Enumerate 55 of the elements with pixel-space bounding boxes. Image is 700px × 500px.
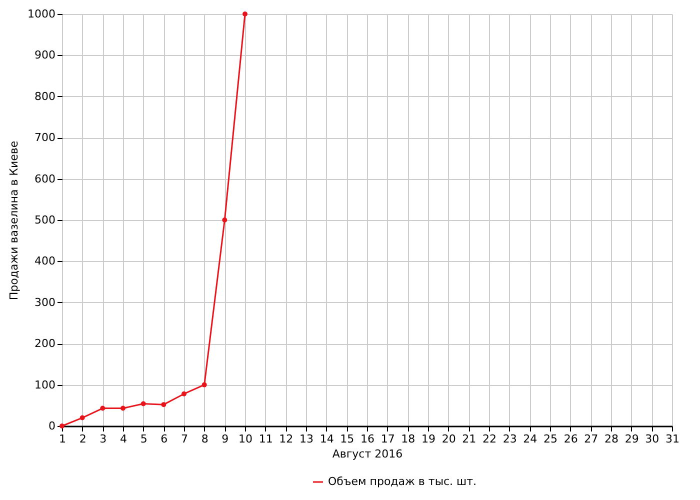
x-tick-label: 8 bbox=[201, 432, 208, 446]
y-tick-label: 800 bbox=[34, 90, 56, 103]
point bbox=[120, 406, 126, 411]
y-tick-label: 700 bbox=[34, 131, 56, 144]
x-tick-label: 3 bbox=[100, 432, 107, 446]
y-tick-label: 200 bbox=[34, 337, 56, 350]
x-tick-label: 28 bbox=[604, 432, 618, 446]
x-tick-label: 1 bbox=[59, 432, 66, 446]
x-tick-label: 30 bbox=[645, 432, 660, 446]
y-tick-label: 1000 bbox=[28, 8, 56, 20]
x-tick-label: 21 bbox=[462, 432, 476, 446]
x-tick-label: 2 bbox=[79, 432, 86, 446]
x-tick-label: 7 bbox=[181, 432, 188, 446]
x-tick-label: 18 bbox=[401, 432, 416, 446]
x-tick-label: 27 bbox=[584, 432, 598, 446]
x-tick-label: 6 bbox=[160, 432, 168, 446]
x-tick-label: 20 bbox=[442, 432, 456, 446]
x-tick-label: 24 bbox=[523, 432, 538, 446]
point bbox=[182, 391, 186, 396]
point bbox=[161, 402, 166, 408]
point bbox=[222, 218, 228, 222]
point bbox=[202, 382, 207, 388]
point bbox=[140, 401, 146, 406]
y-tick-label: 300 bbox=[34, 296, 56, 309]
x-axis-title: Август 2016 bbox=[332, 448, 403, 460]
x-tick-label: 26 bbox=[564, 432, 578, 446]
point bbox=[60, 424, 64, 428]
y-tick-label: 400 bbox=[34, 254, 56, 268]
x-tick-label: 12 bbox=[279, 432, 294, 446]
y-tick-label: 600 bbox=[34, 172, 56, 186]
point bbox=[100, 406, 106, 411]
x-tick-label: 9 bbox=[222, 432, 229, 446]
y-tick-label: 500 bbox=[34, 214, 56, 226]
x-tick-label: 4 bbox=[120, 432, 127, 446]
x-tick-label: 23 bbox=[502, 432, 517, 446]
legend-label: Объем продаж в тыс. шт. bbox=[328, 475, 477, 488]
y-axis-title: Продажи вазелина в Киеве bbox=[8, 140, 21, 300]
x-tick-label: 14 bbox=[320, 432, 334, 446]
x-tick-label: 19 bbox=[422, 432, 436, 446]
y-tick-label: 0 bbox=[48, 420, 56, 432]
x-tick-label: 11 bbox=[258, 432, 273, 446]
x-tick-label: 31 bbox=[666, 432, 680, 446]
point bbox=[242, 12, 248, 16]
x-tick-label: 13 bbox=[300, 432, 314, 446]
x-tick-label: 29 bbox=[624, 432, 639, 446]
y-tick-label: 900 bbox=[34, 48, 56, 62]
x-tick-label: 25 bbox=[544, 432, 558, 446]
x-tick-label: 15 bbox=[340, 432, 354, 446]
x-tick-label: 16 bbox=[360, 432, 374, 446]
point bbox=[80, 415, 85, 420]
x-tick-label: 17 bbox=[380, 432, 395, 446]
x-tick-label: 10 bbox=[238, 432, 252, 446]
x-tick-label: 22 bbox=[482, 432, 496, 446]
y-tick-label: 100 bbox=[34, 378, 56, 392]
x-tick-label: 5 bbox=[140, 432, 148, 446]
